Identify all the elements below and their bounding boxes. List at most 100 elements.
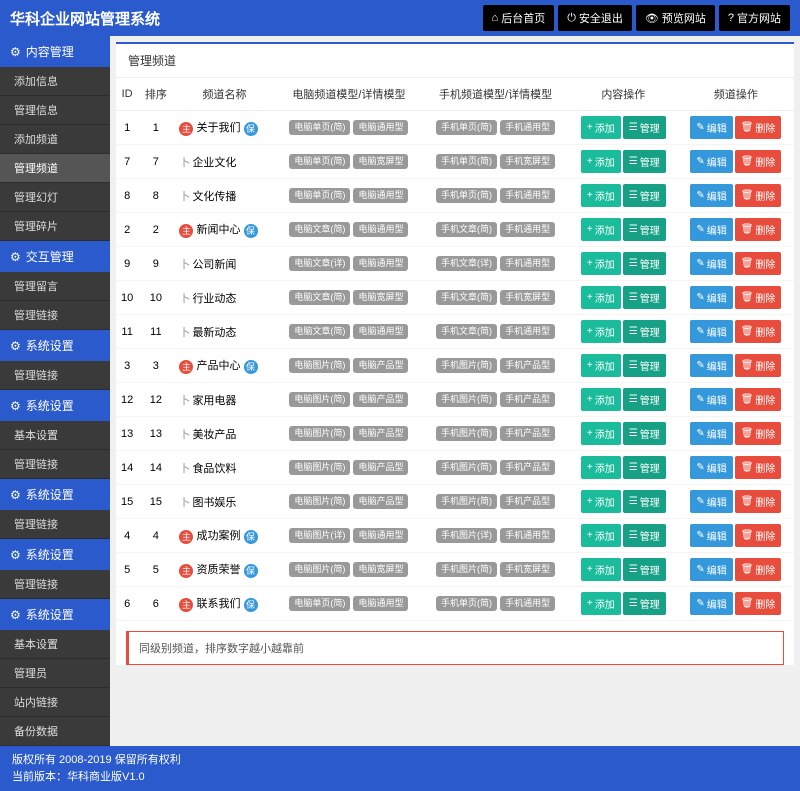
mobile-model-cell: 手机文章(详) 手机通用型 [422,247,569,281]
header-nav-button[interactable]: ⏻安全退出 [558,5,632,31]
add-button[interactable]: +添加 [581,184,621,207]
delete-button[interactable]: 🗑删除 [735,592,782,615]
pc-model-cell: 电脑文章(简) 电脑通用型 [276,315,423,349]
model-pill: 电脑图片(简) [289,426,350,441]
sidebar-section[interactable]: 系统设置 [0,599,110,630]
delete-button[interactable]: 🗑删除 [735,388,782,411]
delete-button[interactable]: 🗑删除 [735,320,782,343]
edit-button[interactable]: ✎编辑 [690,286,732,309]
delete-button[interactable]: 🗑删除 [735,286,782,309]
sidebar-item[interactable]: 基本设置 [0,630,110,659]
edit-button[interactable]: ✎编辑 [690,116,732,139]
list-icon: ☰ [629,360,638,371]
edit-button[interactable]: ✎编辑 [690,524,732,547]
edit-button[interactable]: ✎编辑 [690,218,732,241]
edit-button[interactable]: ✎编辑 [690,388,732,411]
add-button[interactable]: +添加 [581,218,621,241]
manage-button[interactable]: ☰管理 [623,116,666,139]
edit-button[interactable]: ✎编辑 [690,252,732,275]
add-button[interactable]: +添加 [581,116,621,139]
edit-button[interactable]: ✎编辑 [690,354,732,377]
delete-button[interactable]: 🗑删除 [735,558,782,581]
manage-button[interactable]: ☰管理 [623,320,666,343]
sidebar-item[interactable]: 站内链接 [0,688,110,717]
channel-actions-cell: ✎编辑🗑删除 [678,553,794,587]
edit-button[interactable]: ✎编辑 [690,490,732,513]
add-button[interactable]: +添加 [581,490,621,513]
edit-button[interactable]: ✎编辑 [690,150,732,173]
edit-button[interactable]: ✎编辑 [690,422,732,445]
delete-button[interactable]: 🗑删除 [735,490,782,513]
add-button[interactable]: +添加 [581,456,621,479]
suffix-badge: 保 [244,598,258,612]
add-button[interactable]: +添加 [581,150,621,173]
manage-button[interactable]: ☰管理 [623,388,666,411]
manage-button[interactable]: ☰管理 [623,490,666,513]
delete-button[interactable]: 🗑删除 [735,150,782,173]
edit-button[interactable]: ✎编辑 [690,592,732,615]
manage-button[interactable]: ☰管理 [623,456,666,479]
sidebar-item[interactable]: 管理链接 [0,570,110,599]
add-button[interactable]: +添加 [581,286,621,309]
header-nav-button[interactable]: ⌂后台首页 [483,5,555,31]
manage-button[interactable]: ☰管理 [623,524,666,547]
list-icon: ☰ [629,326,638,337]
manage-button[interactable]: ☰管理 [623,354,666,377]
sidebar-item[interactable]: 管理信息 [0,96,110,125]
sidebar-item[interactable]: 备份数据 [0,717,110,746]
channel-actions-cell: ✎编辑🗑删除 [678,213,794,247]
sidebar-item[interactable]: 管理链接 [0,361,110,390]
sidebar-item[interactable]: 基本设置 [0,421,110,450]
sidebar-section[interactable]: 系统设置 [0,330,110,361]
edit-button[interactable]: ✎编辑 [690,558,732,581]
delete-button[interactable]: 🗑删除 [735,422,782,445]
manage-button[interactable]: ☰管理 [623,286,666,309]
sidebar-section[interactable]: 系统设置 [0,479,110,510]
manage-button[interactable]: ☰管理 [623,558,666,581]
sidebar-item[interactable]: 管理链接 [0,301,110,330]
delete-button[interactable]: 🗑删除 [735,456,782,479]
manage-button[interactable]: ☰管理 [623,422,666,445]
add-button[interactable]: +添加 [581,524,621,547]
sidebar-item[interactable]: 添加信息 [0,67,110,96]
delete-button[interactable]: 🗑删除 [735,116,782,139]
sidebar-item[interactable]: 管理链接 [0,510,110,539]
delete-button[interactable]: 🗑删除 [735,252,782,275]
plus-icon: + [587,394,593,405]
sidebar-item[interactable]: 管理幻灯 [0,183,110,212]
sidebar-section[interactable]: 系统设置 [0,390,110,421]
pc-model-cell: 电脑图片(简) 电脑产品型 [276,383,423,417]
sidebar-item[interactable]: 管理碎片 [0,212,110,241]
sidebar-section[interactable]: 系统设置 [0,539,110,570]
manage-button[interactable]: ☰管理 [623,150,666,173]
table-row: 66主 联系我们 保电脑单页(简) 电脑通用型手机单页(简) 手机通用型+添加☰… [116,587,794,621]
sidebar-item[interactable]: 添加频道 [0,125,110,154]
add-button[interactable]: +添加 [581,422,621,445]
header-nav-button[interactable]: ?官方网站 [719,5,790,31]
edit-button[interactable]: ✎编辑 [690,184,732,207]
sidebar-item[interactable]: 管理留言 [0,272,110,301]
list-icon: ☰ [629,496,638,507]
sidebar-item[interactable]: 管理频道 [0,154,110,183]
header-nav-button[interactable]: 👁预览网站 [636,5,715,31]
add-button[interactable]: +添加 [581,558,621,581]
sidebar-section[interactable]: 内容管理 [0,36,110,67]
sidebar-item[interactable]: 管理员 [0,659,110,688]
sidebar-item[interactable]: 管理链接 [0,450,110,479]
manage-button[interactable]: ☰管理 [623,184,666,207]
sidebar-section[interactable]: 交互管理 [0,241,110,272]
delete-button[interactable]: 🗑删除 [735,184,782,207]
delete-button[interactable]: 🗑删除 [735,354,782,377]
add-button[interactable]: +添加 [581,320,621,343]
add-button[interactable]: +添加 [581,592,621,615]
edit-button[interactable]: ✎编辑 [690,320,732,343]
manage-button[interactable]: ☰管理 [623,592,666,615]
delete-button[interactable]: 🗑删除 [735,218,782,241]
delete-button[interactable]: 🗑删除 [735,524,782,547]
add-button[interactable]: +添加 [581,252,621,275]
add-button[interactable]: +添加 [581,354,621,377]
edit-button[interactable]: ✎编辑 [690,456,732,479]
manage-button[interactable]: ☰管理 [623,218,666,241]
add-button[interactable]: +添加 [581,388,621,411]
manage-button[interactable]: ☰管理 [623,252,666,275]
